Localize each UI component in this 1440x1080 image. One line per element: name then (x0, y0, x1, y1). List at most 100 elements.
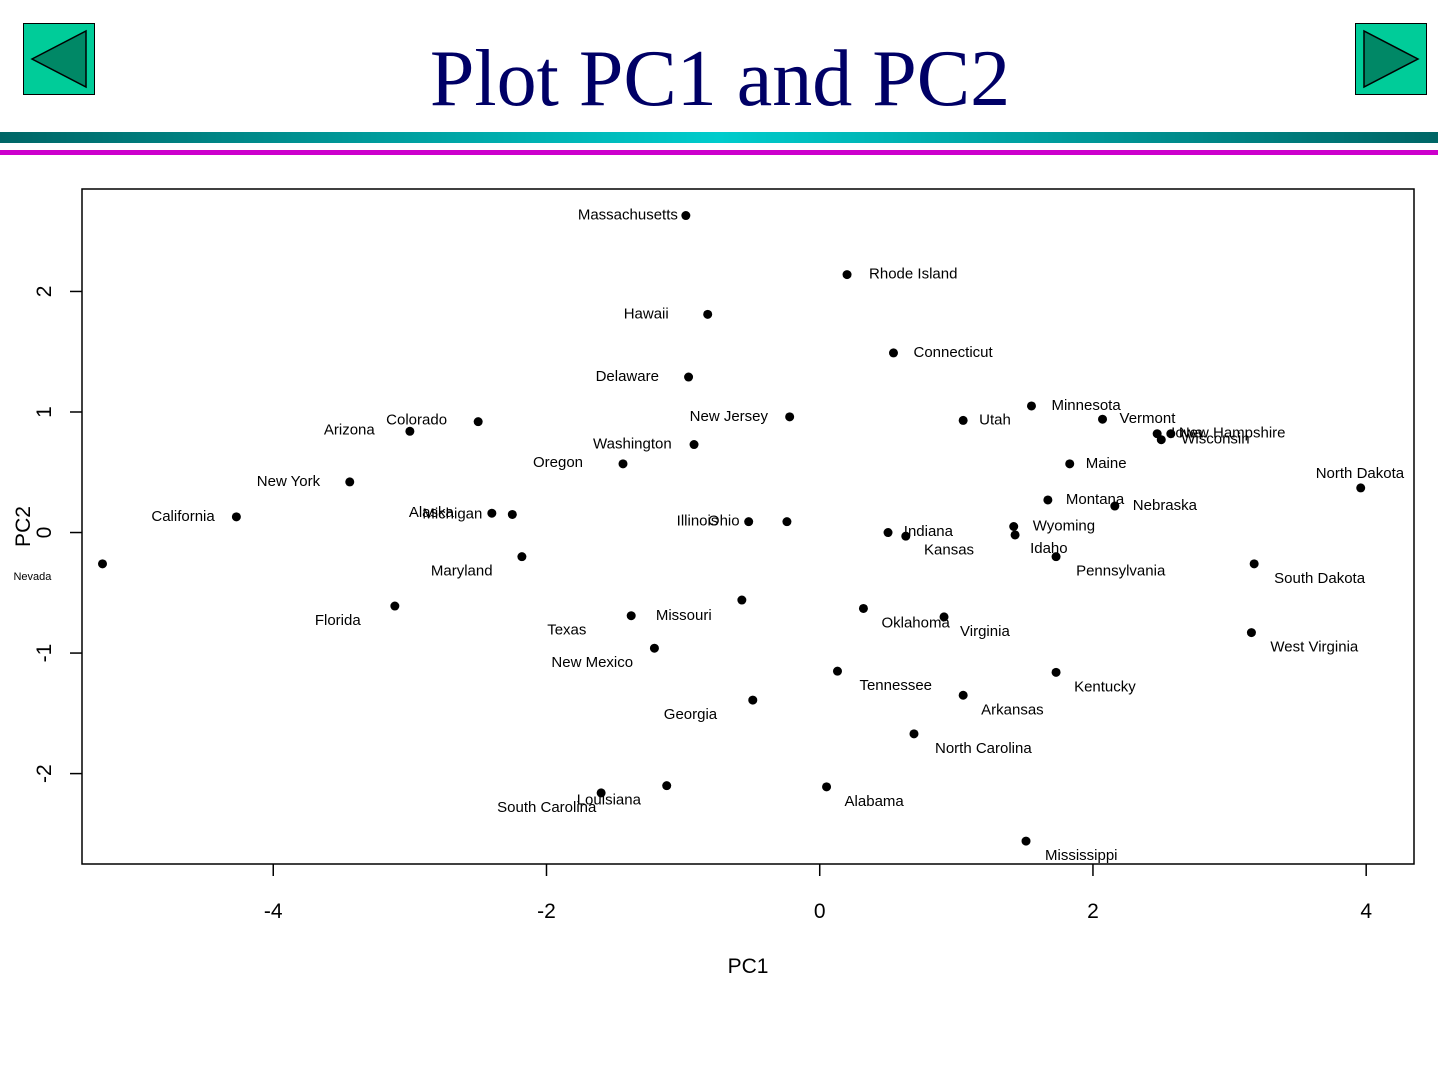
data-point (1156, 435, 1166, 445)
point-label: Idaho (1030, 540, 1068, 557)
data-point (744, 517, 754, 527)
data-point (684, 372, 694, 382)
point-label: Nevada (13, 571, 52, 583)
point-label: Hawaii (624, 305, 669, 322)
data-point (345, 477, 355, 487)
data-point (1098, 414, 1108, 424)
data-point (703, 309, 713, 319)
data-point (1065, 459, 1075, 469)
triangle-right-icon (1363, 29, 1420, 89)
next-slide-button[interactable] (1355, 23, 1427, 95)
y-tick-label: 2 (33, 286, 56, 298)
data-point (390, 601, 400, 611)
data-point (405, 426, 415, 436)
point-label: Maryland (431, 563, 493, 580)
point-label: Ohio (708, 513, 740, 530)
data-point (626, 611, 636, 621)
slide-title: Plot PC1 and PC2 (429, 35, 1011, 123)
data-point (1249, 559, 1259, 569)
point-label: Louisiana (577, 792, 642, 809)
data-point (822, 782, 832, 792)
triangle-left-icon (30, 29, 87, 89)
data-point (842, 270, 852, 280)
data-point (1110, 501, 1120, 511)
data-point (883, 528, 893, 538)
point-label: Wyoming (1033, 518, 1095, 535)
y-tick-label: -2 (33, 764, 56, 783)
point-label: Kansas (924, 542, 974, 559)
point-label: West Virginia (1270, 639, 1358, 656)
data-point (681, 211, 691, 221)
point-label: Georgia (664, 706, 718, 723)
point-label: Florida (315, 612, 362, 629)
point-label: Alaska (409, 504, 455, 521)
point-label: Arkansas (981, 701, 1044, 718)
x-tick-label: 0 (814, 900, 826, 923)
data-point (517, 552, 527, 562)
point-label: Rhode Island (869, 266, 957, 283)
point-label: Oregon (533, 454, 583, 471)
point-label: South Carolina (497, 799, 597, 816)
data-point (1026, 401, 1036, 411)
point-label: Wisconsin (1181, 431, 1249, 448)
point-label: New Mexico (551, 654, 633, 671)
y-axis-title: PC2 (12, 506, 35, 547)
data-point (473, 417, 483, 427)
data-point (858, 603, 868, 613)
data-point (782, 517, 792, 527)
data-point (618, 459, 628, 469)
data-point (1043, 495, 1053, 505)
previous-slide-button[interactable] (23, 23, 95, 95)
data-point (596, 788, 606, 798)
point-label: Alabama (845, 793, 905, 810)
data-point (689, 440, 699, 450)
data-point (231, 512, 241, 522)
data-point (487, 508, 497, 518)
data-point (1021, 836, 1031, 846)
x-tick-label: 4 (1360, 900, 1372, 923)
point-label: New Hampshire (1179, 425, 1286, 442)
point-label: North Dakota (1316, 465, 1405, 482)
data-point (662, 781, 672, 791)
title-rule-magenta (0, 150, 1438, 155)
data-point (1356, 483, 1366, 493)
point-label: Missouri (656, 607, 712, 624)
point-label: Illinois (677, 513, 719, 530)
point-label: Kentucky (1074, 678, 1136, 695)
data-point (1009, 522, 1019, 531)
data-point (785, 412, 795, 422)
point-label: Massachusetts (578, 207, 678, 224)
data-point (1166, 429, 1176, 439)
plot-frame (81, 188, 1415, 865)
y-tick-label: 1 (33, 406, 56, 418)
data-point (909, 729, 919, 739)
point-label: Delaware (596, 368, 659, 385)
point-label: Colorado (386, 412, 447, 429)
point-label: North Carolina (935, 740, 1032, 757)
point-label: Maine (1086, 455, 1127, 472)
x-tick-label: -2 (537, 900, 556, 923)
y-tick-label: -1 (33, 644, 56, 663)
point-label: Vermont (1120, 410, 1177, 427)
data-point (958, 690, 968, 700)
data-point (888, 348, 898, 358)
data-point (1010, 530, 1020, 540)
x-tick-label: 2 (1087, 900, 1099, 923)
y-tick-label: 0 (33, 527, 56, 539)
data-point (958, 415, 968, 425)
data-point (1051, 552, 1061, 562)
point-label: New Jersey (690, 408, 769, 425)
data-point (1051, 667, 1061, 677)
point-label: Arizona (324, 421, 376, 438)
point-label: Oklahoma (881, 614, 950, 631)
data-point (507, 509, 517, 519)
data-point (97, 559, 107, 569)
data-point (832, 666, 842, 676)
data-point (939, 612, 949, 622)
point-label: Virginia (960, 623, 1010, 640)
point-label: Utah (979, 411, 1011, 428)
data-point (737, 595, 747, 605)
data-point (901, 531, 911, 541)
point-label: Mississippi (1045, 847, 1118, 864)
